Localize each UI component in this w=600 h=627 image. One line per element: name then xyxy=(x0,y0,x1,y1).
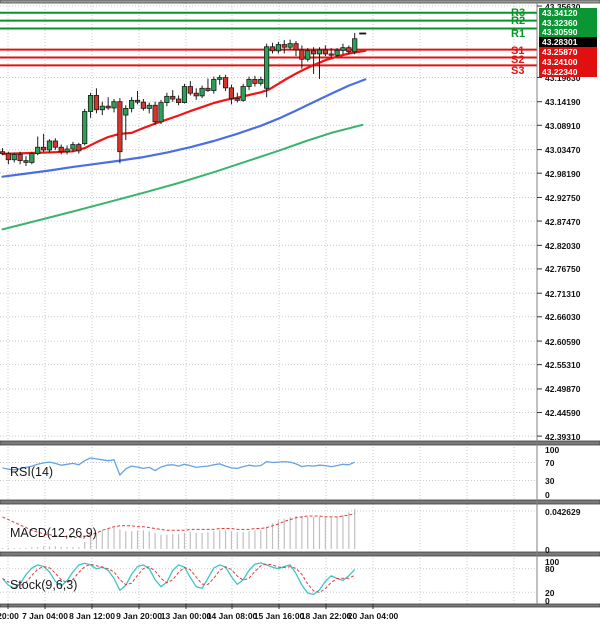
price-tick: 42.44590 xyxy=(545,408,581,419)
time-label: 7 Jan 04:00 xyxy=(22,611,68,621)
price-tick: 42.71310 xyxy=(545,288,581,299)
price-tick: 42.76750 xyxy=(545,264,581,275)
time-label: 20 Jan 04:00 xyxy=(347,611,399,621)
level-label-r1: R1 xyxy=(511,28,526,40)
stoch-scale-label: 100 xyxy=(545,556,560,567)
price-chart-panel[interactable] xyxy=(0,3,537,441)
price-tick: 42.82030 xyxy=(545,240,581,251)
last-price-marker xyxy=(359,32,367,35)
price-tick: 43.08910 xyxy=(545,120,581,131)
rsi-scale-label: 30 xyxy=(545,476,555,486)
price-badge-resistance: 43.32360 xyxy=(539,17,597,28)
price-tick: 43.35630 xyxy=(545,1,581,12)
stoch-scale-label: 80 xyxy=(545,564,555,575)
price-badge-resistance: 43.34120 xyxy=(539,7,597,18)
price-tick: 43.19630 xyxy=(545,72,581,83)
time-label: 14 Jan 08:00 xyxy=(206,611,258,621)
level-label-s2: S2 xyxy=(511,53,525,66)
price-tick: 43.03470 xyxy=(545,145,581,156)
rsi-scale-label: 0 xyxy=(545,489,550,500)
stoch-scale-label: 20 xyxy=(545,587,555,598)
rsi-label: RSI(14) xyxy=(10,465,54,479)
price-badge-resistance: 43.30590 xyxy=(539,27,597,38)
level-label-r3: R3 xyxy=(511,7,526,20)
time-label: 15 Jan 16:00 xyxy=(253,611,305,621)
time-label: 13 Jan 00:00 xyxy=(160,611,212,621)
rsi-scale-label: 70 xyxy=(545,458,555,468)
price-badge-support: 43.24100 xyxy=(539,56,597,67)
price-tick: 42.98190 xyxy=(545,168,581,179)
level-label-s3: S3 xyxy=(511,64,525,77)
price-tick: 42.55310 xyxy=(545,360,581,371)
time-label: 9 Jan 20:00 xyxy=(116,611,162,621)
price-tick: 42.66030 xyxy=(545,312,581,323)
time-label: 20:00 xyxy=(0,611,19,621)
price-badge-current: 43.28301 xyxy=(539,37,597,48)
time-label: 8 Jan 12:00 xyxy=(69,611,115,621)
price-tick: 42.60590 xyxy=(545,336,581,347)
level-label-s1: S1 xyxy=(511,45,525,58)
rsi-scale-label: 100 xyxy=(545,444,560,455)
rsi-panel[interactable] xyxy=(0,445,537,500)
macd-scale-label: 0 xyxy=(545,544,550,555)
stoch-scale-label: 0 xyxy=(545,595,550,606)
price-tick: 43.14190 xyxy=(545,97,581,108)
price-tick: 42.49870 xyxy=(545,384,581,395)
price-tick: 42.87470 xyxy=(545,216,581,227)
time-label: 18 Jan 22:06 xyxy=(300,611,352,621)
stoch-label: Stock(9,6,3) xyxy=(10,578,78,592)
price-badge-support: 43.22340 xyxy=(539,66,597,77)
macd-label: MACD(12,26,9) xyxy=(10,526,97,540)
price-badge-support: 43.25870 xyxy=(539,46,597,57)
macd-scale-label: 0.042629 xyxy=(545,506,581,517)
price-tick: 42.39310 xyxy=(545,431,581,442)
stoch-panel[interactable] xyxy=(0,556,537,604)
level-label-r2: R2 xyxy=(511,15,526,28)
price-tick: 42.92750 xyxy=(545,192,581,203)
